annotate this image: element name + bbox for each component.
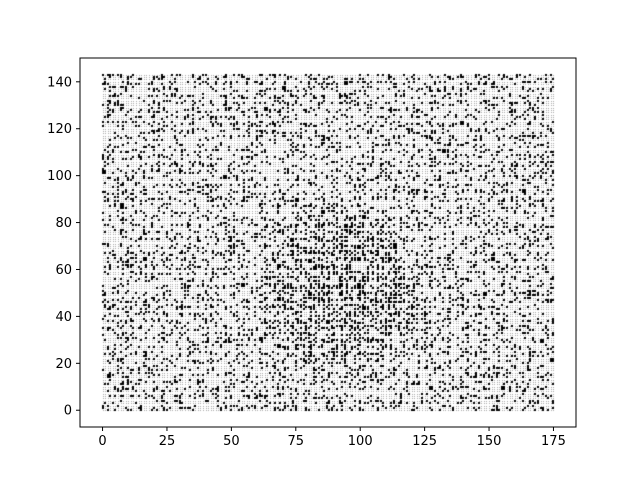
data-points	[80, 58, 576, 427]
x-tick-label: 100	[348, 434, 373, 449]
x-tick-label: 75	[288, 434, 305, 449]
y-tick-label: 60	[55, 263, 72, 278]
y-tick-label: 140	[47, 75, 72, 90]
x-tick-label: 150	[477, 434, 502, 449]
y-tick-label: 40	[55, 310, 72, 325]
scatter-points-raster	[80, 58, 576, 427]
x-tick-label: 25	[159, 434, 176, 449]
y-tick-label: 120	[47, 122, 72, 137]
y-tick-label: 0	[64, 404, 72, 419]
x-tick-label: 175	[541, 434, 566, 449]
x-tick-label: 50	[223, 434, 240, 449]
x-tick-label: 0	[98, 434, 106, 449]
y-tick-label: 100	[47, 169, 72, 184]
x-tick-label: 125	[412, 434, 437, 449]
y-tick-label: 80	[55, 216, 72, 231]
y-tick-label: 20	[55, 357, 72, 372]
